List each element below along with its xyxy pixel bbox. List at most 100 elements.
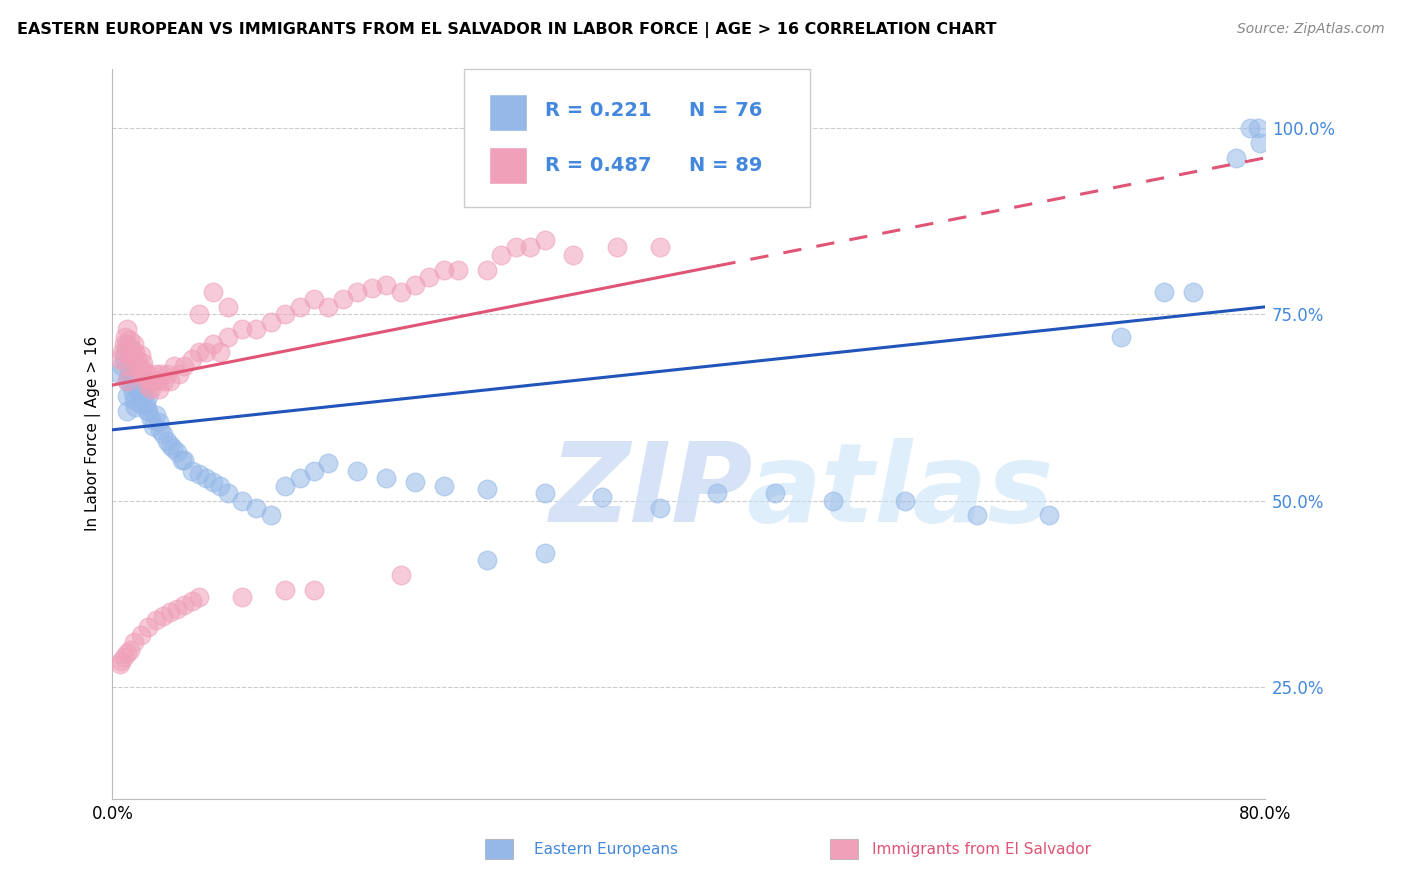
Point (132, 389, 155, 403)
Point (159, 375, 181, 389)
Point (115, 375, 138, 389)
Point (135, 370, 157, 384)
Point (170, 452, 193, 467)
Point (162, 442, 184, 456)
Point (122, 392, 145, 407)
Point (122, 359, 145, 374)
Point (274, 582, 297, 597)
Point (360, 281, 382, 295)
Point (149, 423, 172, 437)
Text: ZIP: ZIP (550, 439, 754, 545)
Point (346, 285, 368, 299)
Point (138, 389, 160, 403)
Point (122, 337, 145, 351)
Point (180, 594, 202, 608)
Text: N = 76: N = 76 (689, 102, 762, 120)
Text: atlas: atlas (747, 439, 1053, 545)
Point (122, 635, 145, 649)
Point (127, 382, 149, 396)
Point (159, 438, 181, 452)
Point (217, 329, 239, 343)
Point (433, 478, 456, 492)
Point (114, 344, 136, 359)
Point (129, 627, 152, 641)
Point (141, 411, 163, 425)
Point (1239, 121, 1261, 136)
Point (389, 285, 412, 299)
Point (150, 367, 173, 381)
Point (187, 467, 209, 482)
Point (152, 609, 174, 624)
Point (128, 389, 150, 403)
Point (125, 352, 148, 367)
Point (166, 601, 188, 615)
Point (124, 344, 146, 359)
Point (202, 337, 225, 351)
Text: Source: ZipAtlas.com: Source: ZipAtlas.com (1237, 22, 1385, 37)
Point (180, 352, 202, 367)
Point (124, 378, 146, 392)
Point (562, 248, 585, 262)
Point (153, 375, 176, 389)
Point (245, 322, 267, 336)
Point (111, 359, 134, 374)
Point (173, 598, 195, 612)
Point (156, 367, 179, 381)
Point (117, 370, 139, 384)
Point (115, 646, 138, 660)
Point (404, 277, 426, 292)
Point (148, 415, 170, 429)
Point (124, 401, 146, 415)
Text: EASTERN EUROPEAN VS IMMIGRANTS FROM EL SALVADOR IN LABOR FORCE | AGE > 16 CORREL: EASTERN EUROPEAN VS IMMIGRANTS FROM EL S… (17, 22, 997, 38)
Point (288, 471, 311, 485)
Point (136, 404, 159, 418)
Point (121, 385, 143, 400)
Point (231, 591, 253, 605)
Point (209, 478, 232, 492)
Point (260, 508, 283, 523)
Point (125, 375, 148, 389)
Point (274, 307, 297, 321)
Point (112, 352, 135, 367)
Point (475, 262, 498, 277)
Point (127, 359, 149, 374)
Point (606, 240, 628, 254)
Point (1109, 329, 1132, 343)
Point (138, 620, 160, 634)
Text: N = 89: N = 89 (689, 156, 762, 175)
Point (318, 456, 340, 470)
Point (209, 344, 232, 359)
Point (505, 240, 527, 254)
Point (217, 486, 239, 500)
Point (404, 475, 426, 489)
Point (117, 344, 139, 359)
Point (302, 293, 325, 307)
Point (893, 493, 915, 508)
Point (166, 445, 188, 459)
Point (129, 363, 152, 377)
Point (138, 404, 160, 418)
Point (318, 300, 340, 314)
Point (302, 582, 325, 597)
Point (302, 464, 325, 478)
Point (1181, 285, 1204, 299)
Point (648, 501, 671, 516)
Point (1250, 136, 1272, 150)
Point (131, 382, 153, 396)
Point (142, 375, 165, 389)
Point (245, 501, 267, 516)
Point (1153, 285, 1175, 299)
Point (1246, 121, 1268, 136)
Point (375, 277, 398, 292)
Text: R = 0.487: R = 0.487 (544, 156, 651, 175)
Point (288, 300, 311, 314)
Point (475, 553, 498, 567)
Point (138, 367, 160, 381)
Point (112, 650, 135, 665)
Bar (489, 94, 527, 130)
Point (115, 404, 138, 418)
Point (375, 471, 398, 485)
Point (136, 378, 159, 392)
Point (139, 375, 162, 389)
Point (533, 546, 555, 560)
